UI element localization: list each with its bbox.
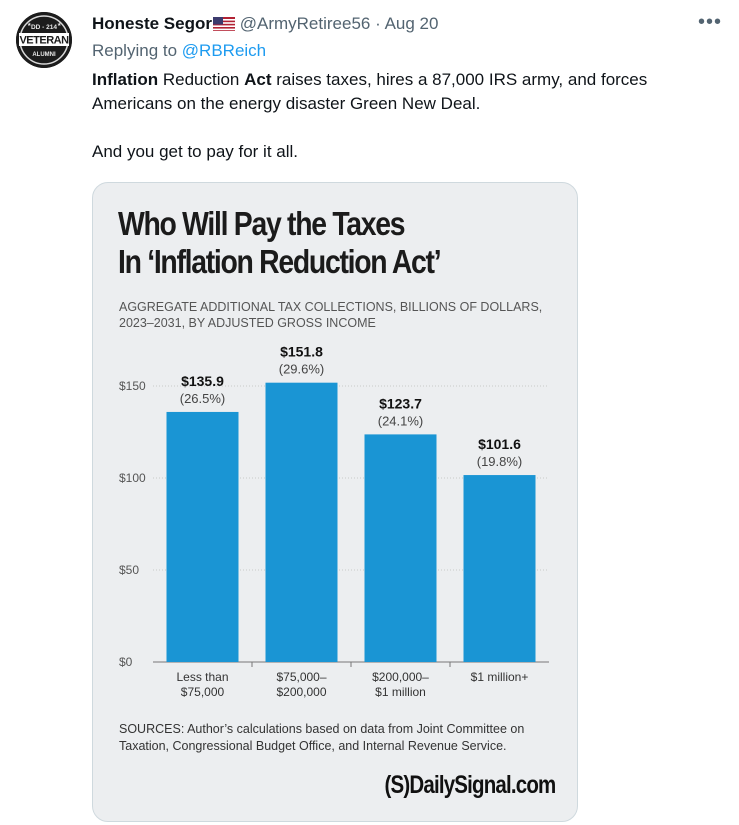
- bar-chart: $0$50$100$150 $135.9(26.5%)Less than$75,0…: [119, 344, 549, 699]
- y-tick-label: $100: [119, 471, 146, 485]
- avatar-top-text: DD - 214: [31, 24, 57, 31]
- us-flag-icon: [212, 14, 235, 38]
- author-handle[interactable]: @ArmyRetiree56: [239, 14, 371, 33]
- veteran-badge-icon: DD - 214 VETERAN ALUMNI ★ ★: [16, 12, 72, 68]
- tweet-text: Inflation Reduction Act raises taxes, hi…: [92, 68, 722, 164]
- bar-share-label: (26.5%): [180, 391, 226, 406]
- author-avatar[interactable]: DD - 214 VETERAN ALUMNI ★ ★: [16, 12, 72, 68]
- bar: [166, 411, 239, 662]
- x-tick-label: $1 million: [375, 685, 426, 699]
- x-tick-label: $1 million+: [471, 670, 529, 684]
- y-tick-label: $0: [119, 655, 133, 669]
- x-tick-label: $75,000: [181, 685, 225, 699]
- x-tick-label: $200,000–: [372, 670, 429, 684]
- tweet-paragraph-1: Inflation Reduction Act raises taxes, hi…: [92, 68, 722, 116]
- avatar-main-text: VETERAN: [19, 35, 69, 47]
- bar: [364, 434, 437, 662]
- bar: [265, 382, 338, 662]
- tweet-text-segment: Reduction: [158, 70, 245, 89]
- tweet-bold-word: Inflation: [92, 70, 159, 89]
- tweet-paragraph-2: And you get to pay for it all.: [92, 142, 299, 161]
- x-tick-label: Less than: [176, 670, 228, 684]
- bar-value-label: $151.8: [280, 344, 323, 360]
- bar-share-label: (19.8%): [477, 454, 523, 469]
- replying-handle-link[interactable]: @RBReich: [181, 41, 267, 60]
- more-options-icon[interactable]: •••: [697, 11, 722, 33]
- bar-value-label: $135.9: [181, 373, 224, 389]
- bar-value-label: $123.7: [379, 395, 422, 411]
- avatar-bottom-text: ALUMNI: [32, 52, 56, 58]
- x-tick-label: $200,000: [276, 685, 326, 699]
- tweet-header: Honeste Segor @ArmyRetiree56 · Aug 20: [92, 12, 438, 38]
- bar: [463, 475, 536, 662]
- x-tick-label: $75,000–: [276, 670, 326, 684]
- y-tick-label: $150: [119, 379, 146, 393]
- header-separator: ·: [375, 14, 381, 33]
- bar-share-label: (29.6%): [279, 362, 325, 377]
- chart-sources: SOURCES: Author’s calculations based on …: [119, 722, 525, 753]
- tweet-text-segment: raises taxes, hires a 87,000 IRS army, a…: [92, 70, 648, 113]
- bar-share-label: (24.1%): [378, 413, 424, 428]
- author-name[interactable]: Honeste Segor: [92, 14, 212, 33]
- chart-subtitle: AGGREGATE ADDITIONAL TAX COLLECTIONS, BI…: [119, 300, 543, 330]
- tweet-bold-word: Act: [244, 70, 272, 89]
- star-icon: ★: [27, 22, 32, 28]
- attached-chart-image[interactable]: Who Will Pay the Taxes In ‘Inflation Red…: [92, 182, 578, 822]
- bar-value-label: $101.6: [478, 436, 521, 452]
- y-tick-label: $50: [119, 563, 139, 577]
- star-icon: ★: [57, 22, 62, 28]
- tweet-date[interactable]: Aug 20: [384, 14, 439, 33]
- daily-signal-logo: (S)DailySignal.com: [384, 771, 556, 799]
- replying-prefix: Replying to: [92, 41, 178, 60]
- chart-title: Who Will Pay the Taxes In ‘Inflation Red…: [118, 205, 442, 280]
- replying-to: Replying to @RBReich: [92, 40, 266, 62]
